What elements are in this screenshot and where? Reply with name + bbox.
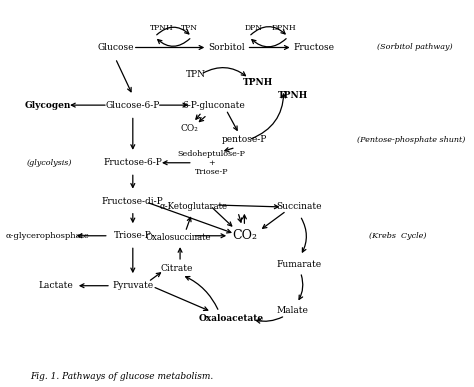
Text: Glucose: Glucose [97,43,134,52]
Text: Fructose-6-P: Fructose-6-P [103,158,162,167]
Text: DPN: DPN [244,24,262,32]
Text: 6-P-gluconate: 6-P-gluconate [182,101,245,110]
Text: Glycogen: Glycogen [24,101,71,110]
Text: Triose-P: Triose-P [114,231,152,240]
Text: α-glycerophosphate: α-glycerophosphate [6,232,90,240]
Text: Glucose-6-P: Glucose-6-P [106,101,160,110]
Text: Sorbitol: Sorbitol [209,43,245,52]
Text: Succinate: Succinate [276,202,322,211]
Text: TPN: TPN [186,70,206,79]
Text: CO₂: CO₂ [232,229,257,242]
Text: Fructose: Fructose [294,43,335,52]
Text: Pyruvate: Pyruvate [112,281,154,290]
Text: Citrate: Citrate [160,264,193,273]
Text: (Sorbitol pathway): (Sorbitol pathway) [377,43,453,51]
Text: DPNH: DPNH [272,24,296,32]
Text: (Krebs  Cycle): (Krebs Cycle) [369,232,426,240]
Text: TPNH: TPNH [149,24,173,32]
Text: (glycolysis): (glycolysis) [27,159,73,167]
Text: Malate: Malate [277,306,309,315]
Text: Sedoheptulose-P
+
Triose-P: Sedoheptulose-P + Triose-P [178,149,246,176]
Text: TPN: TPN [181,24,198,32]
Text: TPNH: TPNH [242,77,273,87]
Text: α-Ketoglutarate: α-Ketoglutarate [160,202,228,211]
Text: pentose-P: pentose-P [222,135,267,144]
Text: Oxalosuccinate: Oxalosuccinate [146,233,211,242]
Text: (Pentose-phosphate shunt): (Pentose-phosphate shunt) [356,136,465,144]
Text: Lactate: Lactate [39,281,73,290]
Text: Fructose-di-P: Fructose-di-P [102,197,164,205]
Text: Fumarate: Fumarate [276,260,322,269]
Text: CO₂: CO₂ [181,124,199,133]
Text: Fig. 1. Pathways of glucose metabolism.: Fig. 1. Pathways of glucose metabolism. [30,372,213,380]
Text: TPNH: TPNH [277,91,308,100]
Text: Oxaloacetate: Oxaloacetate [199,314,264,323]
